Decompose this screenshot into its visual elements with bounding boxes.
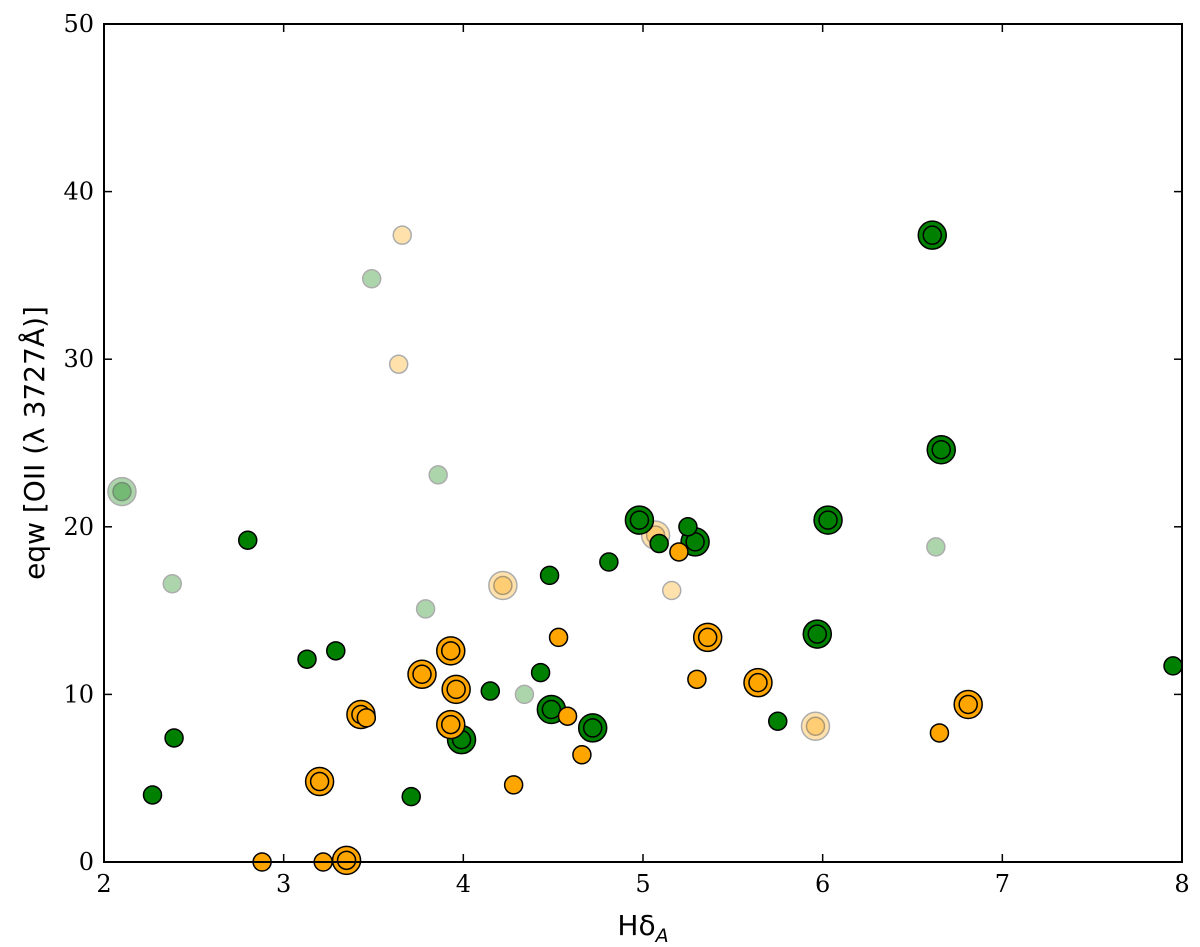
green-data-point — [297, 649, 317, 669]
x-tick-label: 2 — [96, 870, 111, 898]
orange-data-point — [356, 708, 377, 728]
x-tick-label: 5 — [635, 870, 650, 898]
orange-data-point — [331, 845, 362, 876]
green-data-point — [480, 681, 501, 701]
y-tick-label: 0 — [79, 848, 94, 876]
x-axis-label: HδA — [617, 909, 668, 947]
x-tick-label: 4 — [456, 870, 471, 898]
x-tick-label: 8 — [1174, 870, 1189, 898]
y-tick-label: 50 — [63, 10, 94, 38]
green-data-point — [649, 533, 669, 554]
green-data-point — [678, 517, 698, 537]
orange-data-point — [687, 669, 707, 690]
x-tick-label: 7 — [995, 870, 1010, 898]
orange-data-point — [304, 766, 335, 797]
plot-area — [104, 24, 1182, 862]
green-data-point — [539, 565, 560, 586]
green-data-point — [428, 465, 448, 485]
green-data-point — [813, 505, 843, 535]
green-data-point — [401, 786, 421, 807]
y-tick-label: 10 — [63, 680, 94, 708]
orange-data-point — [692, 622, 723, 653]
orange-data-point — [392, 225, 412, 245]
green-data-point — [107, 476, 137, 507]
orange-data-point — [572, 744, 592, 765]
x-tick-label: 3 — [276, 870, 291, 898]
orange-data-point — [441, 674, 471, 705]
green-data-point — [326, 641, 346, 661]
orange-data-point — [800, 711, 831, 741]
y-tick-label: 20 — [63, 513, 94, 541]
orange-data-point — [669, 542, 689, 562]
orange-data-point — [488, 570, 518, 601]
y-tick-label: 40 — [63, 178, 94, 206]
orange-data-point — [388, 354, 409, 374]
green-data-point — [514, 684, 535, 705]
orange-data-point — [436, 709, 466, 740]
green-data-point — [577, 713, 608, 743]
green-data-point — [164, 728, 184, 748]
orange-data-point — [929, 723, 950, 743]
orange-data-point — [557, 706, 578, 726]
green-data-point — [1163, 656, 1183, 676]
green-data-point — [530, 662, 551, 683]
x-tick-label: 6 — [815, 870, 830, 898]
orange-data-point — [661, 580, 682, 601]
green-data-point — [917, 220, 948, 250]
orange-data-point — [407, 659, 437, 690]
ticks-layer: 2 3 4 5 6 7 8 0 10 20 30 40 50 — [63, 10, 1189, 898]
green-data-point — [768, 711, 788, 731]
y-tick-label: 30 — [63, 345, 94, 373]
green-data-point — [926, 537, 946, 557]
green-data-point — [926, 434, 956, 465]
orange-data-point — [503, 775, 524, 795]
green-data-point — [415, 599, 436, 619]
green-data-point — [624, 505, 655, 535]
green-data-point — [361, 269, 382, 289]
y-axis-label: eqw [OII (λ 3727Å)] — [17, 306, 51, 580]
green-data-point — [162, 574, 183, 594]
orange-data-point — [436, 636, 466, 666]
orange-data-point — [548, 627, 569, 648]
points-layer — [107, 220, 1183, 876]
green-data-point — [599, 552, 619, 572]
green-data-point — [142, 785, 163, 805]
orange-data-point — [953, 689, 983, 720]
green-data-point — [237, 530, 258, 550]
green-data-point — [802, 619, 833, 649]
orange-data-point — [743, 667, 773, 698]
